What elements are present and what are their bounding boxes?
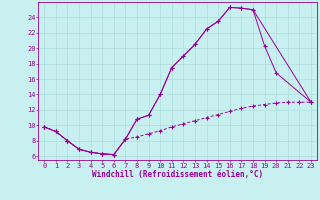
X-axis label: Windchill (Refroidissement éolien,°C): Windchill (Refroidissement éolien,°C) bbox=[92, 170, 263, 179]
